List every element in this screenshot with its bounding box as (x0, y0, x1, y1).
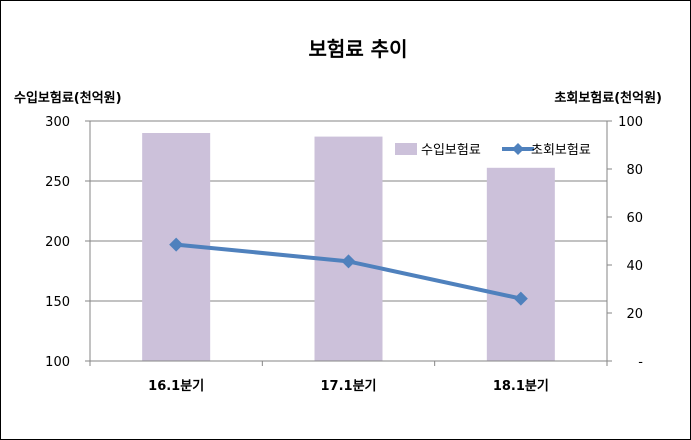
right-tick-label: 100 (618, 115, 643, 130)
tick-labels: 100 150 200 250 300 - 20 40 60 80 100 16.1분기 17.1분기 1… (45, 115, 643, 394)
category-label: 18.1분기 (493, 379, 549, 394)
right-axis-title: 초회보험료(천억원) (554, 90, 662, 106)
axes (85, 120, 612, 366)
legend-label: 초회보험료 (531, 143, 591, 158)
chart-title: 보험료 추이 (309, 37, 408, 61)
category-label: 16.1분기 (148, 379, 204, 394)
left-tick-label: 200 (45, 235, 70, 250)
left-tick-label: 150 (45, 295, 70, 310)
line-point-marker (513, 291, 528, 306)
left-tick-label: 100 (45, 355, 70, 370)
left-tick-label: 300 (45, 115, 70, 130)
right-tick-label: 80 (626, 163, 643, 178)
left-tick-label: 250 (45, 175, 70, 190)
right-tick-label: 20 (626, 307, 643, 322)
line-series (169, 237, 528, 306)
left-axis-title: 수입보험료(천억원) (14, 90, 122, 106)
right-tick-label: 60 (626, 211, 643, 226)
line-point-marker (169, 237, 184, 252)
bar-series (142, 133, 555, 361)
legend-line-marker (512, 143, 524, 155)
legend-label: 수입보험료 (421, 143, 481, 158)
right-tick-label: - (638, 355, 643, 370)
right-tick-label: 40 (626, 259, 643, 274)
legend: 수입보험료 초회보험료 (395, 143, 591, 158)
bar (314, 136, 383, 361)
bar (486, 167, 555, 361)
category-label: 17.1분기 (321, 379, 377, 394)
line-point-marker (341, 254, 356, 269)
legend-bar-swatch (395, 143, 417, 155)
